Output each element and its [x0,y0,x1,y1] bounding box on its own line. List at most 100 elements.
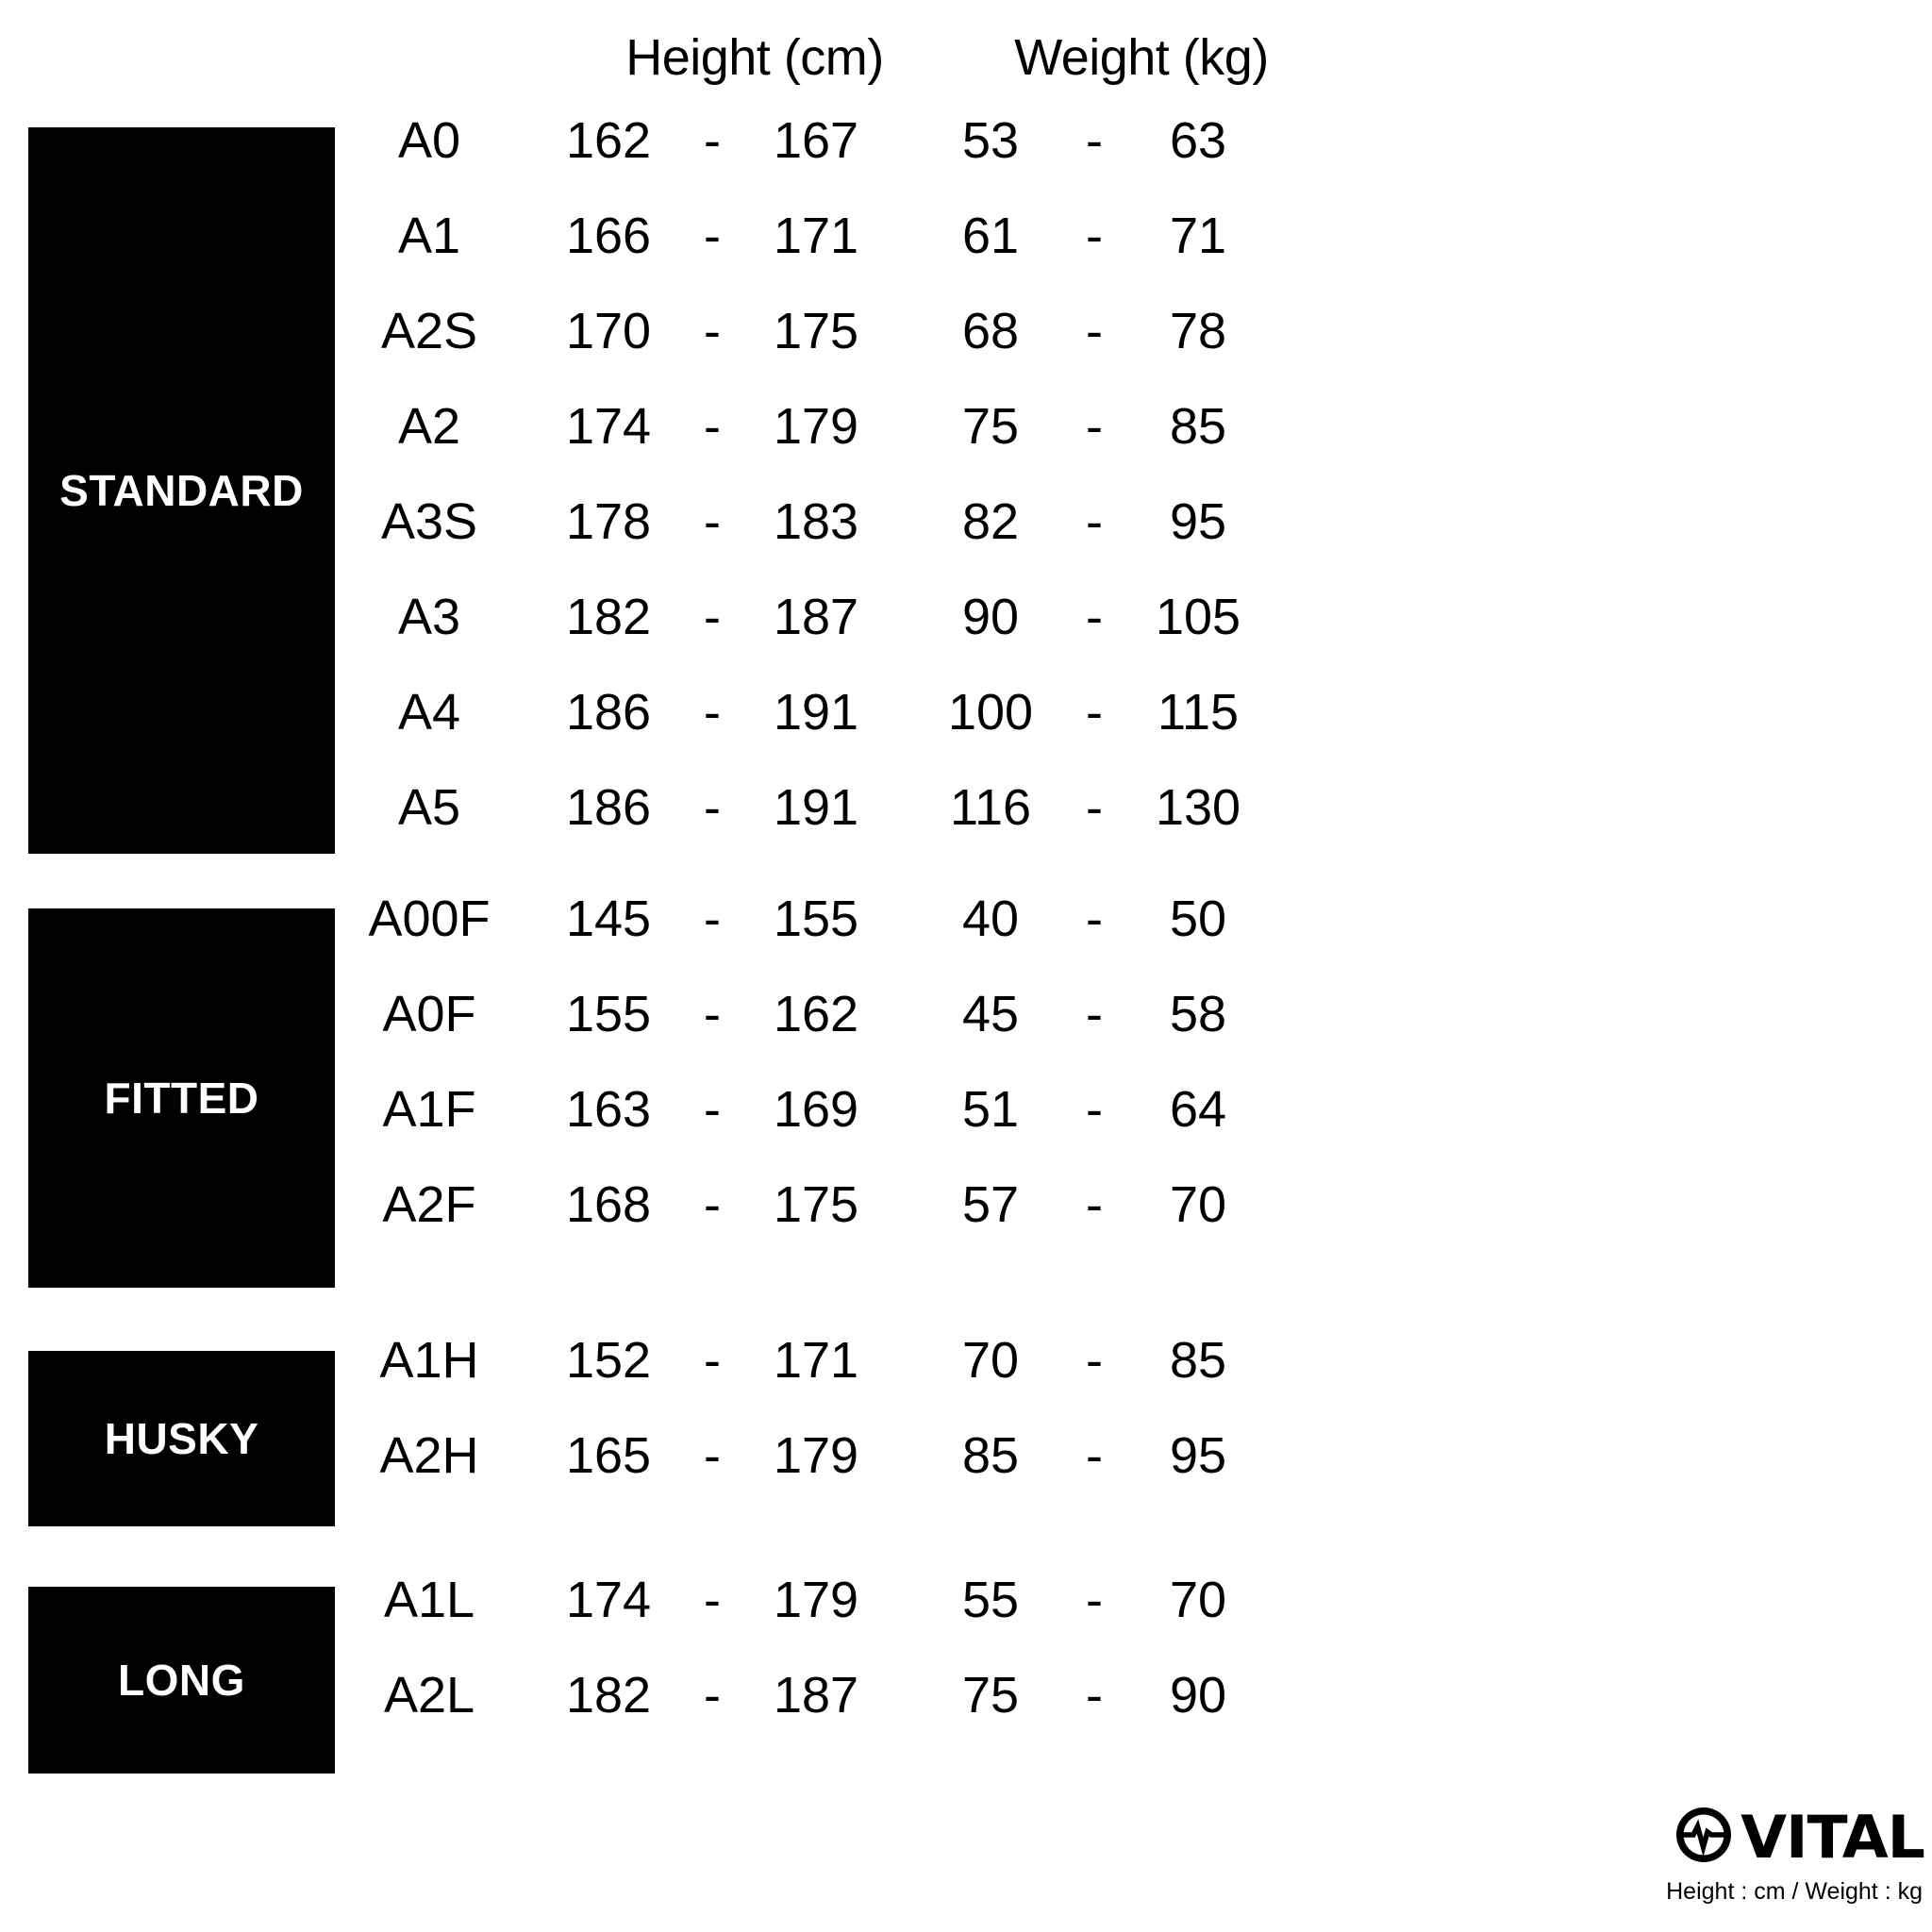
weight-range-dash: - [1086,1427,1103,1484]
category-badge-fitted: FITTED [28,908,335,1288]
table-row: A1 166-171 61-71 [335,202,1932,270]
cell-height-min: 186 [565,779,652,836]
cell-weight-min: 51 [961,1081,1020,1138]
cell-weight-min: 70 [961,1332,1020,1389]
weight-range-dash: - [1086,986,1103,1042]
cell-size: A4 [397,684,461,741]
table-row: A2S 170-175 68-78 [335,297,1932,365]
weight-range-dash: - [1086,1081,1103,1138]
weight-range-dash: - [1086,1572,1103,1628]
cell-height-max: 179 [773,1572,859,1628]
column-header-height: Height (cm) [625,29,884,86]
cell-weight-max: 115 [1157,684,1240,741]
cell-size: A3 [397,589,461,645]
cell-height-max: 191 [773,684,859,741]
cell-weight-min: 116 [949,779,1032,836]
cell-height-max: 155 [773,891,859,947]
weight-range-dash: - [1086,493,1103,550]
cell-size: A1H [379,1332,479,1389]
table-row: A2 174-179 75-85 [335,392,1932,460]
cell-height-min: 182 [565,589,652,645]
cell-height-min: 178 [565,493,652,550]
cell-height-min: 168 [565,1176,652,1233]
weight-range-dash: - [1086,112,1103,169]
row-group: A1L 174-179 55-70 A2L 182-187 75-90 [335,1566,1932,1757]
cell-size: A3S [380,493,478,550]
cell-weight-max: 85 [1169,1332,1227,1389]
weight-range-dash: - [1086,1667,1103,1724]
cell-weight-max: 64 [1169,1081,1227,1138]
cell-weight-min: 68 [961,303,1020,359]
column-header-row: Height (cm) Weight (kg) [0,28,1932,94]
cell-weight-min: 53 [961,112,1020,169]
table-row: A1F 163-169 51-64 [335,1075,1932,1143]
height-range-dash: - [704,112,721,169]
cell-weight-max: 70 [1169,1572,1227,1628]
cell-weight-max: 70 [1169,1176,1227,1233]
weight-range-dash: - [1086,1332,1103,1389]
cell-weight-min: 45 [961,986,1020,1042]
cell-height-min: 166 [565,208,652,264]
cell-height-max: 191 [773,779,859,836]
weight-range-dash: - [1086,684,1103,741]
row-group: A00F 145-155 40-50 A0F 155-162 45-58 A1F 163-16… [335,885,1932,1266]
cell-height-min: 155 [565,986,652,1042]
cell-height-min: 145 [565,891,652,947]
cell-height-max: 175 [773,1176,859,1233]
height-range-dash: - [704,1427,721,1484]
cell-weight-min: 75 [961,1667,1020,1724]
cell-weight-min: 40 [961,891,1020,947]
brand-lockup: VITAL [1666,1802,1925,1872]
cell-height-min: 174 [565,398,652,455]
category-badge-long: LONG [28,1587,335,1774]
brand-footer: VITAL Height : cm / Weight : kg [1666,1802,1925,1906]
cell-height-max: 175 [773,303,859,359]
cell-weight-min: 100 [947,684,1034,741]
table-row: A2L 182-187 75-90 [335,1661,1932,1729]
cell-height-max: 169 [773,1081,859,1138]
cell-height-min: 165 [565,1427,652,1484]
cell-size: A00F [368,891,491,947]
cell-height-max: 179 [773,398,859,455]
table-row: A3S 178-183 82-95 [335,488,1932,556]
cell-size: A2L [383,1667,475,1724]
cell-size: A1 [397,208,461,264]
cell-weight-max: 105 [1155,589,1241,645]
weight-range-dash: - [1086,398,1103,455]
cell-size: A1F [382,1081,476,1138]
cell-weight-min: 61 [961,208,1020,264]
cell-weight-max: 63 [1169,112,1227,169]
weight-range-dash: - [1086,589,1103,645]
cell-weight-min: 75 [961,398,1020,455]
cell-height-min: 170 [565,303,652,359]
cell-height-min: 182 [565,1667,652,1724]
cell-weight-min: 55 [961,1572,1020,1628]
height-range-dash: - [704,684,721,741]
row-group: A0 162-167 53-63 A1 166-171 61-71 A2S 170-175 68… [335,107,1932,869]
cell-weight-max: 50 [1169,891,1227,947]
brand-wordmark: VITAL [1740,1802,1925,1872]
height-range-dash: - [704,779,721,836]
cell-weight-max: 95 [1169,1427,1227,1484]
weight-range-dash: - [1086,779,1103,836]
height-range-dash: - [704,1572,721,1628]
cell-weight-max: 58 [1169,986,1227,1042]
cell-size: A0 [397,112,461,169]
height-range-dash: - [704,589,721,645]
column-header-weight: Weight (kg) [1014,29,1269,86]
cell-weight-min: 90 [961,589,1020,645]
cell-weight-max: 71 [1169,208,1227,264]
category-badge-standard: STANDARD [28,127,335,854]
category-badge-husky: HUSKY [28,1351,335,1526]
cell-height-max: 162 [773,986,859,1042]
weight-range-dash: - [1086,891,1103,947]
height-range-dash: - [704,891,721,947]
cell-height-max: 187 [773,589,859,645]
height-range-dash: - [704,1081,721,1138]
cell-weight-min: 85 [961,1427,1020,1484]
height-range-dash: - [704,303,721,359]
cell-weight-max: 90 [1169,1667,1227,1724]
cell-height-min: 186 [565,684,652,741]
cell-size: A1L [383,1572,475,1628]
cell-height-max: 179 [773,1427,859,1484]
